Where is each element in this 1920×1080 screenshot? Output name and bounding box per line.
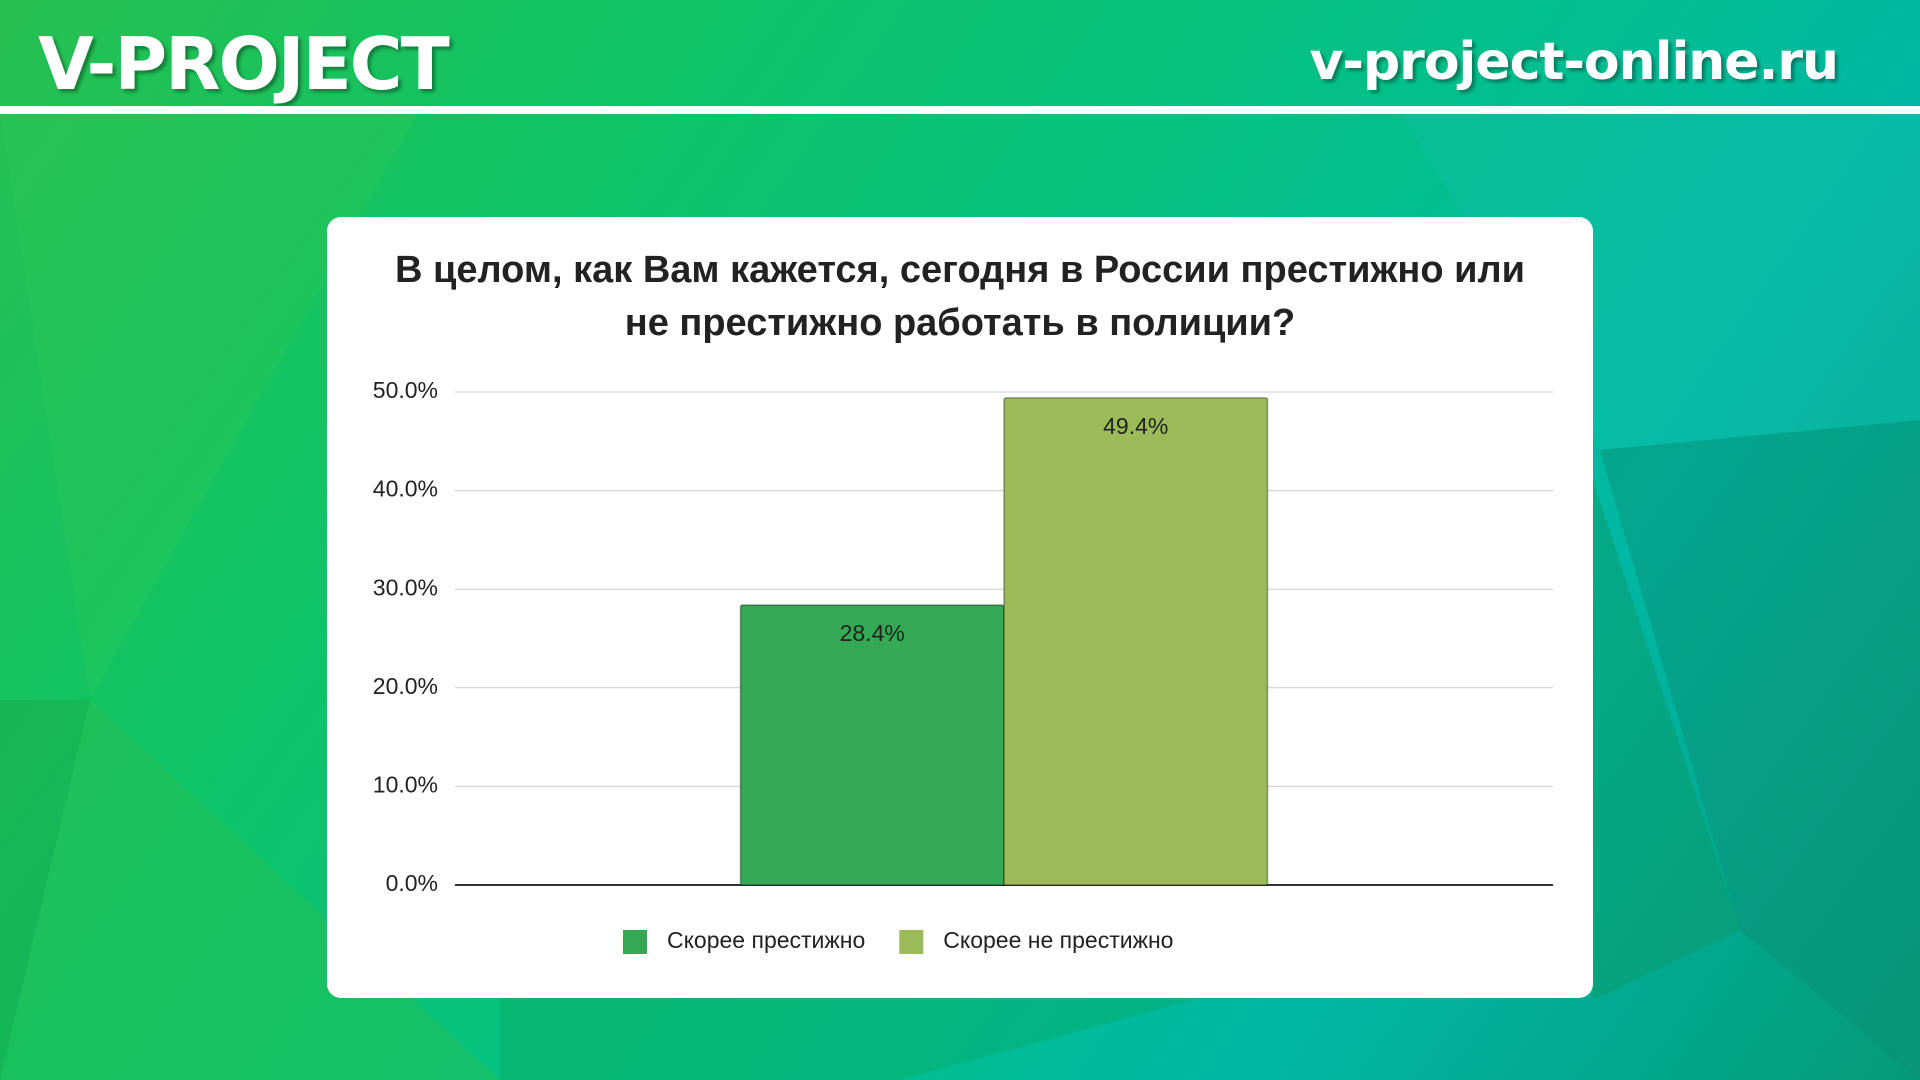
bar xyxy=(1003,397,1269,886)
bar xyxy=(739,604,1005,886)
y-tick-label: 20.0% xyxy=(373,673,438,699)
y-tick-label: 40.0% xyxy=(373,476,438,502)
header-rule xyxy=(0,106,1920,114)
legend-swatch xyxy=(623,930,647,954)
legend-swatch xyxy=(899,930,924,954)
legend-label: Скорее не престижно xyxy=(943,927,1173,953)
value-label: 28.4% xyxy=(840,620,905,646)
y-tick-label: 30.0% xyxy=(373,574,438,600)
chart-title: В целом, как Вам кажется, сегодня в Росс… xyxy=(395,249,1525,344)
site-url: v-project-online.ru xyxy=(1309,32,1839,92)
brand: V-PROJECT xyxy=(38,22,450,106)
y-tick-label: 10.0% xyxy=(373,771,438,797)
y-tick-label: 50.0% xyxy=(373,377,438,403)
legend-label: Скорее престижно xyxy=(667,927,865,953)
y-tick-label: 0.0% xyxy=(386,870,438,896)
value-label: 49.4% xyxy=(1103,413,1168,439)
